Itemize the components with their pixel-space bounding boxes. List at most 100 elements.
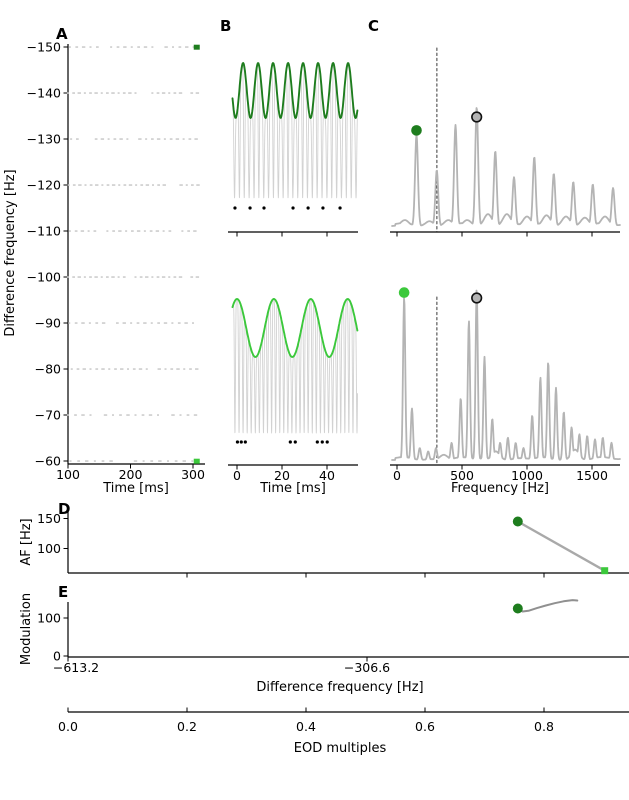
raster-dot (136, 230, 141, 232)
raster-dot (67, 414, 69, 416)
b-x-tick-label: 40 (319, 468, 335, 483)
raster-dot (94, 138, 98, 140)
panel-label-d: D (58, 500, 70, 518)
raster-dot (143, 322, 147, 324)
spike-dot (293, 440, 297, 444)
a-xaxis-label: Time [ms] (102, 481, 169, 496)
raster-dot (178, 92, 183, 94)
raster-dot (82, 368, 86, 370)
raster-dot (111, 276, 115, 278)
raster-dot (85, 460, 89, 462)
a-y-tick-label: −140 (27, 85, 61, 100)
af-start-dot-marker (512, 516, 523, 527)
raster-dot (139, 276, 143, 278)
c-x-tick-label: 0 (393, 468, 401, 483)
carrier-wave (232, 62, 358, 199)
raster-dot (95, 368, 99, 370)
raster-dot (114, 368, 117, 370)
raster-dot (135, 184, 138, 186)
e-yaxis-label: Modulation (19, 593, 34, 665)
raster-dot (68, 230, 71, 232)
raster-dot (168, 230, 172, 232)
raster-dot (101, 184, 104, 186)
d-y-tick-label: 150 (37, 511, 61, 526)
raster-dot (70, 368, 73, 370)
raster-dot (94, 92, 98, 94)
raster-dot (140, 184, 144, 186)
raster-dot (111, 92, 115, 94)
spike-dot (248, 206, 252, 210)
spectrum-curve (391, 289, 621, 461)
raster-dot (187, 230, 190, 232)
raster-dot (151, 46, 154, 48)
raster-dot (74, 322, 78, 324)
b-xaxis-label: Time [ms] (259, 481, 326, 496)
raster-dot (101, 460, 105, 462)
raster-dot (111, 184, 116, 186)
raster-dot (83, 92, 86, 94)
a-yaxis-label: Difference frequency [Hz] (3, 169, 18, 336)
af-end-square-marker (601, 567, 609, 575)
d-y-tick-label: 100 (37, 541, 61, 556)
raster-dot (119, 414, 122, 416)
raster-dot (100, 92, 103, 94)
c-x-tick-label: 500 (450, 468, 474, 483)
raster-dot (191, 460, 194, 462)
raster-dot (138, 368, 143, 370)
raster-dot (89, 414, 92, 416)
a-y-tick-label: −60 (35, 453, 61, 468)
raster-dot (145, 184, 150, 186)
a-y-tick-label: −120 (27, 177, 61, 192)
panel-label-e: E (58, 583, 68, 601)
raster-dot (158, 460, 162, 462)
raster-dot (76, 138, 79, 140)
raster-dot (89, 276, 92, 278)
panel-b-top-waveform (228, 62, 359, 237)
a-x-tick-label: 300 (181, 467, 205, 482)
raster-dot (163, 322, 168, 324)
raster-dot (81, 322, 85, 324)
am-peak-dot-marker (398, 287, 410, 298)
raster-dot (101, 368, 105, 370)
df-marker-light_green (193, 458, 200, 464)
raster-dot (191, 184, 194, 186)
raster-dot (151, 138, 154, 140)
spike-dot (288, 440, 292, 444)
raster-dot (125, 230, 128, 232)
raster-dot (195, 368, 199, 370)
raster-dot (164, 368, 167, 370)
raster-dot (118, 184, 121, 186)
raster-dot (185, 46, 189, 48)
raster-dot (89, 46, 92, 48)
spike-dot (291, 206, 295, 210)
raster-dot (87, 230, 90, 232)
raster-dot (172, 46, 174, 48)
raster-dot (68, 322, 71, 324)
raster-dot (193, 414, 198, 416)
raster-dot (122, 322, 126, 324)
raster-dot (178, 46, 182, 48)
e-x-tick-label: −613.2 (53, 660, 99, 675)
raster-dot (188, 138, 192, 140)
raster-dot (72, 184, 76, 186)
raster-dot (76, 368, 80, 370)
spike-dot (306, 206, 310, 210)
eod-multiples-axis: 0.0 0.2 0.4 0.6 0.8 (58, 707, 629, 734)
raster-dot (186, 414, 190, 416)
raster-dot (156, 92, 160, 94)
raster-dot (182, 138, 185, 140)
df-marker-dark_green (193, 44, 200, 50)
raster-dot (141, 414, 145, 416)
raster-dot (80, 230, 85, 232)
raster-dot (143, 46, 148, 48)
raster-dot (189, 368, 192, 370)
eod-tick-label: 0.2 (177, 719, 197, 734)
raster-dot (130, 46, 133, 48)
raster-dot (162, 184, 166, 186)
raster-dot (134, 92, 137, 94)
modulation-curve (516, 599, 579, 613)
c-x-tick-label: 1500 (576, 468, 608, 483)
raster-dot (126, 414, 130, 416)
raster-dot (117, 276, 120, 278)
